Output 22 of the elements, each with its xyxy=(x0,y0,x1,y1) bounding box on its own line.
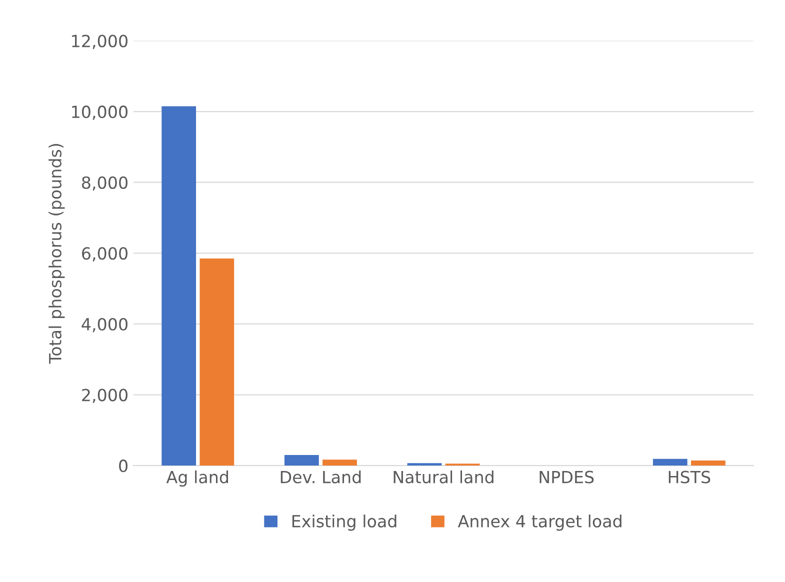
x-tick-label: HSTS xyxy=(668,470,710,484)
bar xyxy=(162,106,196,466)
bar xyxy=(284,454,319,466)
x-tick-label: Natural land xyxy=(394,470,494,484)
x-tick-label: NPDES xyxy=(540,470,594,484)
legend-label: Existing load xyxy=(292,514,396,531)
y-tick-label: 4,000 xyxy=(82,318,128,332)
y-tick-label: 6,000 xyxy=(82,247,128,262)
y-tick-label: 10,000 xyxy=(72,106,128,120)
x-tick-label: Dev. Land xyxy=(280,470,361,484)
x-tick-label: Ag land xyxy=(166,470,228,487)
y-tick-label: 0 xyxy=(119,460,128,472)
bar xyxy=(322,460,357,466)
bar xyxy=(200,258,234,466)
y-tick-label: 8,000 xyxy=(82,176,128,191)
legend-label: Annex 4 target load xyxy=(458,514,622,531)
y-axis-title: Total phosphorus (pounds) xyxy=(48,144,65,364)
bar xyxy=(407,463,442,466)
bar xyxy=(652,458,688,466)
y-tick-label: 12,000 xyxy=(72,34,128,50)
y-tick-label: 2,000 xyxy=(82,388,128,404)
bar xyxy=(691,460,726,466)
